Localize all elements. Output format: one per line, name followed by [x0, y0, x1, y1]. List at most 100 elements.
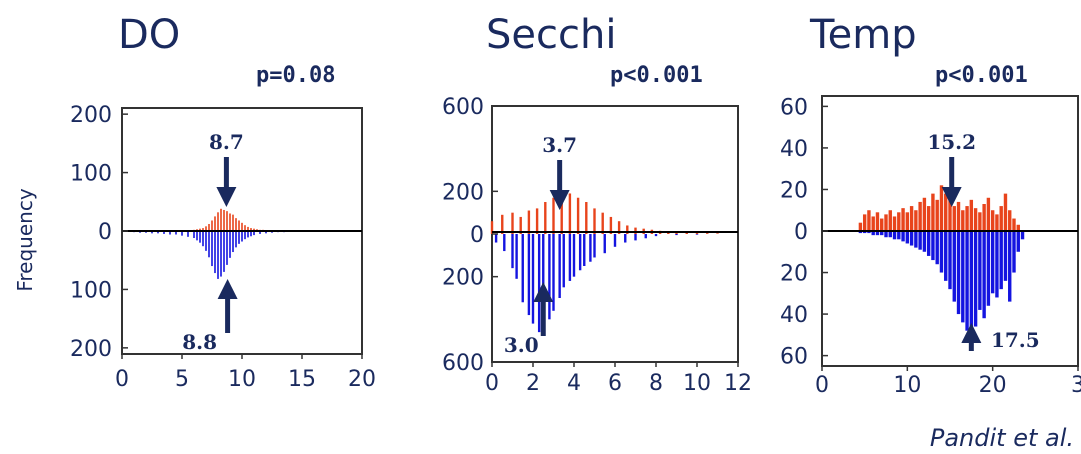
panel-do-bar-down [169, 231, 171, 235]
panel-temp-bar-down [931, 231, 935, 261]
panel-do-bar-up [211, 220, 213, 231]
panel-temp-bar-up [986, 197, 991, 231]
panel-do-bar-down [250, 231, 252, 237]
panel-temp-bar-up [956, 201, 961, 231]
panel-temp-x-tick-label: 20 [979, 373, 1007, 398]
panel-do-bar-down [259, 231, 261, 234]
panel-do-bar-down [205, 231, 207, 251]
panel-temp-bar-up [862, 214, 867, 231]
panel-do-bar-down [199, 231, 201, 243]
panel-secchi-bar-up [519, 216, 522, 234]
panel-secchi-p-value: p<0.001 [610, 63, 703, 88]
panel-temp-bar-down [905, 231, 910, 244]
panel-temp-bar-down [922, 231, 927, 252]
panel-do: DO p=0.08 200 100 0 100 200 0 5 10 15 20 8.7 8.8 [70, 12, 376, 392]
panel-do-bar-up [235, 218, 237, 231]
panel-temp-bar-up [909, 206, 914, 231]
panel-temp-x-tick-label: 10 [893, 373, 921, 398]
panel-do-y-tick-label: 0 [98, 220, 112, 245]
panel-do-bar-down [196, 231, 198, 241]
panel-do-bar-down [265, 231, 267, 234]
panel-secchi-bar-down [578, 234, 582, 271]
panel-temp-bar-up [914, 210, 918, 231]
panel-temp-bar-up [858, 222, 863, 231]
panel-do-bar-up [232, 214, 234, 231]
panel-do-bar-up [226, 211, 228, 231]
panel-do-bar-up [199, 228, 201, 231]
panel-do-bar-down [229, 231, 231, 258]
panel-secchi-bar-up [490, 221, 494, 234]
panel-secchi-bar-down [644, 234, 647, 239]
panel-secchi-bar-up [593, 208, 596, 234]
panel-temp-p-value: p<0.001 [935, 63, 1028, 88]
panel-temp-bar-down [858, 231, 863, 234]
panel-temp-bar-down [990, 231, 995, 294]
panel-temp-bar-down [888, 231, 892, 238]
panel-temp-bar-down [862, 231, 867, 234]
panel-temp-bar-up [935, 199, 939, 231]
panel-temp-bar-up [952, 206, 956, 231]
panel-secchi-marker-label-upper: 3.7 [542, 133, 577, 157]
panel-temp-y-tick-label: 0 [794, 220, 808, 245]
panel-secchi-bar-down [558, 234, 561, 298]
panel-secchi-markers: 3.7 3.0 [504, 133, 577, 357]
panel-secchi-bar-up [552, 197, 555, 234]
panel-temp: Temp p<0.001 60 40 20 0 20 40 60 0 10 20 3 15.2 17… [780, 12, 1081, 398]
panel-secchi-bar-down [593, 234, 596, 258]
panel-temp-bar-down [939, 231, 944, 273]
panel-secchi-bar-down [654, 234, 658, 237]
panel-temp-bar-up [892, 216, 897, 231]
panel-temp-bar-up [982, 204, 986, 231]
panel-do-bar-down [235, 231, 237, 248]
panel-do-bar-down [193, 231, 195, 239]
panel-secchi-bar-up [601, 212, 604, 234]
panel-temp-bar-up [1016, 224, 1020, 231]
panel-temp-markers: 15.2 17.5 [927, 130, 1039, 352]
panel-do-bar-up [208, 223, 210, 231]
panel-temp-y-tick-label: 60 [780, 95, 808, 120]
panel-temp-bar-down [956, 231, 961, 315]
panel-do-bar-down [202, 231, 204, 247]
panel-secchi-x-tick-label: 6 [608, 371, 622, 396]
panel-temp-bar-down [952, 231, 956, 302]
panel-secchi-bar-up [634, 227, 637, 234]
panel-temp-bar-down [880, 231, 884, 236]
panel-do-bar-down [214, 231, 216, 274]
panel-do-y-tick-label: 200 [70, 337, 112, 362]
panel-temp-bar-up [978, 212, 982, 231]
panel-temp-title: Temp [809, 12, 917, 58]
panel-temp-bar-down [948, 231, 952, 290]
panel-temp-x-ticks: 0 10 20 3 [815, 366, 1081, 398]
panel-do-bar-down [226, 231, 228, 265]
panel-secchi-y-ticks: 600 200 0 200 600 [442, 95, 498, 376]
panel-do-bar-up [220, 208, 222, 231]
panel-secchi-title: Secchi [486, 12, 616, 58]
panel-do-p-value: p=0.08 [256, 63, 335, 88]
panel-secchi-y-tick-label: 600 [442, 351, 484, 376]
panel-temp-bar-up [897, 212, 901, 231]
panel-secchi-bar-up [501, 214, 504, 234]
panel-temp-bar-down [914, 231, 918, 248]
panel-do-bar-down [238, 231, 240, 244]
panel-temp-bar-up [995, 214, 999, 231]
panel-temp-bar-up [901, 208, 905, 231]
panel-secchi-bar-down [537, 234, 541, 333]
panel-do-title: DO [118, 12, 180, 58]
panel-temp-bar-down [901, 231, 905, 242]
panel-temp-bar-up [939, 185, 944, 231]
panel-do-bar-down [151, 231, 153, 234]
panel-secchi-bar-up [685, 232, 688, 234]
panel-secchi-bar-down [568, 234, 572, 281]
panel-temp-y-tick-label: 20 [780, 262, 808, 287]
panel-secchi-bar-down [494, 234, 498, 243]
panel-do-bars [133, 208, 291, 279]
panel-do-bar-down [232, 231, 234, 253]
panel-temp-bar-down [978, 231, 982, 310]
panel-secchi-bar-down [515, 234, 518, 279]
panel-secchi: Secchi p<0.001 600 200 0 200 600 0 2 4 6 8 10 12 3… [442, 12, 752, 396]
panel-do-bar-down [223, 231, 225, 272]
panel-secchi-bar-down [542, 234, 545, 328]
panel-temp-bar-up [944, 193, 948, 231]
panel-temp-bar-up [905, 212, 910, 231]
panel-temp-bar-up [880, 218, 884, 231]
